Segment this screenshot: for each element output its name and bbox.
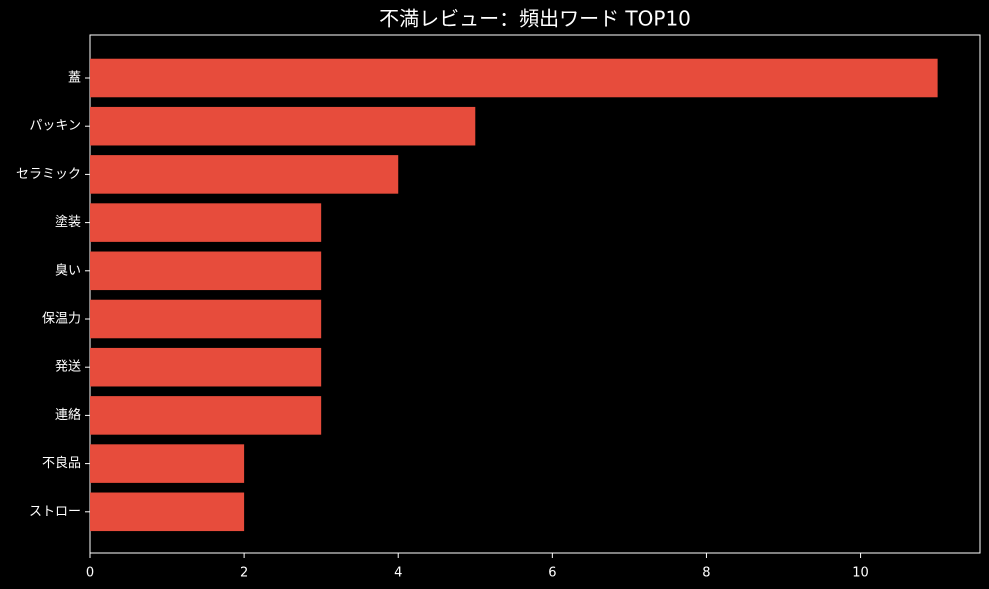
y-tick-label: 臭い [55, 263, 81, 278]
bar [90, 203, 322, 242]
bar [90, 106, 476, 146]
bar [90, 492, 245, 532]
y-tick-label: 発送 [55, 360, 81, 375]
chart-title: 不満レビュー：頻出ワード TOP10 [379, 7, 691, 31]
x-tick-label: 6 [548, 566, 556, 581]
x-tick-label: 0 [86, 566, 94, 581]
x-tick-label: 2 [240, 566, 248, 581]
y-tick-label: パッキン [29, 119, 81, 134]
plot-frame [89, 34, 981, 554]
x-tick-label: 8 [702, 566, 710, 581]
y-tick-label: 塗装 [55, 214, 81, 230]
x-tick-label: 10 [852, 566, 869, 581]
x-tick-label: 4 [394, 566, 402, 581]
y-tick-label: 蓋 [68, 71, 81, 86]
y-tick-label: セラミック [16, 167, 81, 182]
y-tick-label: 連絡 [55, 407, 81, 423]
y-tick-label: 不良品 [42, 455, 81, 471]
bar [90, 299, 322, 339]
bar [90, 58, 938, 98]
y-tick-label: 保温力 [42, 312, 81, 327]
bar [90, 396, 322, 435]
y-tick-label: ストロー [29, 504, 81, 519]
bar [90, 251, 322, 291]
bar [90, 155, 399, 194]
bar [90, 347, 322, 387]
bar [90, 444, 245, 483]
